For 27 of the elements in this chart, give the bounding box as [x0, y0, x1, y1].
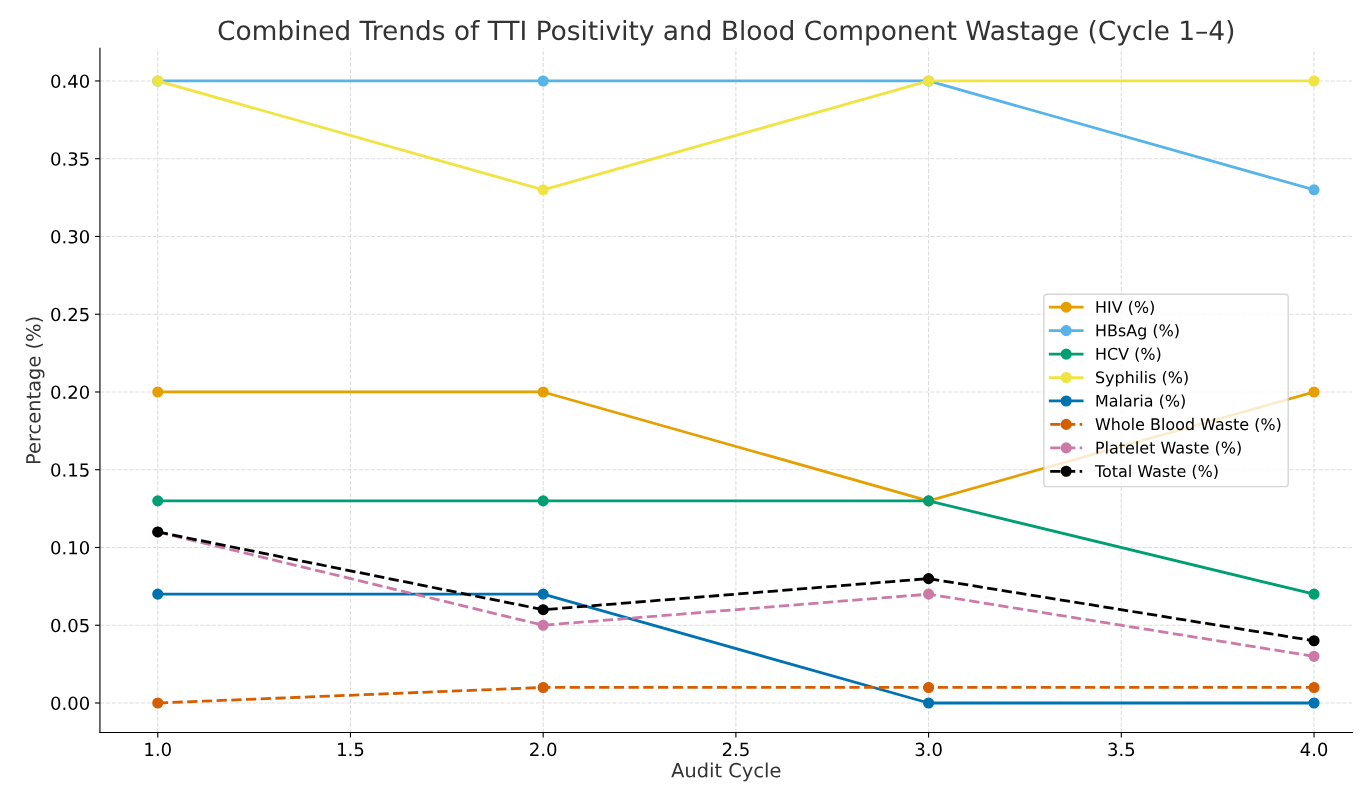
legend-label: Total Waste (%) — [1094, 464, 1218, 479]
y-tick-label: 0.05 — [51, 618, 89, 633]
legend-label: Syphilis (%) — [1096, 370, 1188, 387]
legend-label: HBsAg (%) — [1096, 324, 1179, 340]
legend-label: HCV (%) — [1096, 347, 1161, 362]
x-tick-label: 1.0 — [145, 742, 171, 757]
x-tick-label: 2.0 — [530, 742, 557, 757]
legend-label: HIV (%) — [1096, 300, 1154, 315]
y-tick-label: 0.20 — [51, 385, 90, 400]
y-axis-title: Percentage (%) — [25, 317, 45, 464]
x-tick-label: 3.0 — [915, 742, 942, 757]
legend-label: Whole Blood Waste (%) — [1095, 417, 1281, 433]
y-tick-label: 0.00 — [51, 696, 90, 711]
x-tick-label: 2.5 — [722, 742, 749, 757]
y-tick-label: 0.15 — [51, 463, 89, 477]
legend-label: Platelet Waste (%) — [1096, 441, 1241, 456]
y-tick-label: 0.35 — [51, 152, 89, 166]
legend-label: Malaria (%) — [1096, 394, 1185, 409]
chart-title: Combined Trends of TTI Positivity and Blood Component Wastage (Cycle 1–4) — [218, 19, 1234, 46]
x-axis-title: Audit Cycle — [671, 762, 781, 782]
y-tick-label: 0.30 — [51, 229, 90, 244]
x-tick-label: 1.5 — [338, 742, 364, 757]
x-tick-label: 4.0 — [1300, 742, 1328, 757]
x-tick-label: 3.5 — [1108, 742, 1135, 757]
y-tick-label: 0.10 — [51, 540, 90, 555]
y-tick-label: 0.25 — [51, 307, 89, 322]
y-tick-label: 0.40 — [51, 74, 90, 89]
